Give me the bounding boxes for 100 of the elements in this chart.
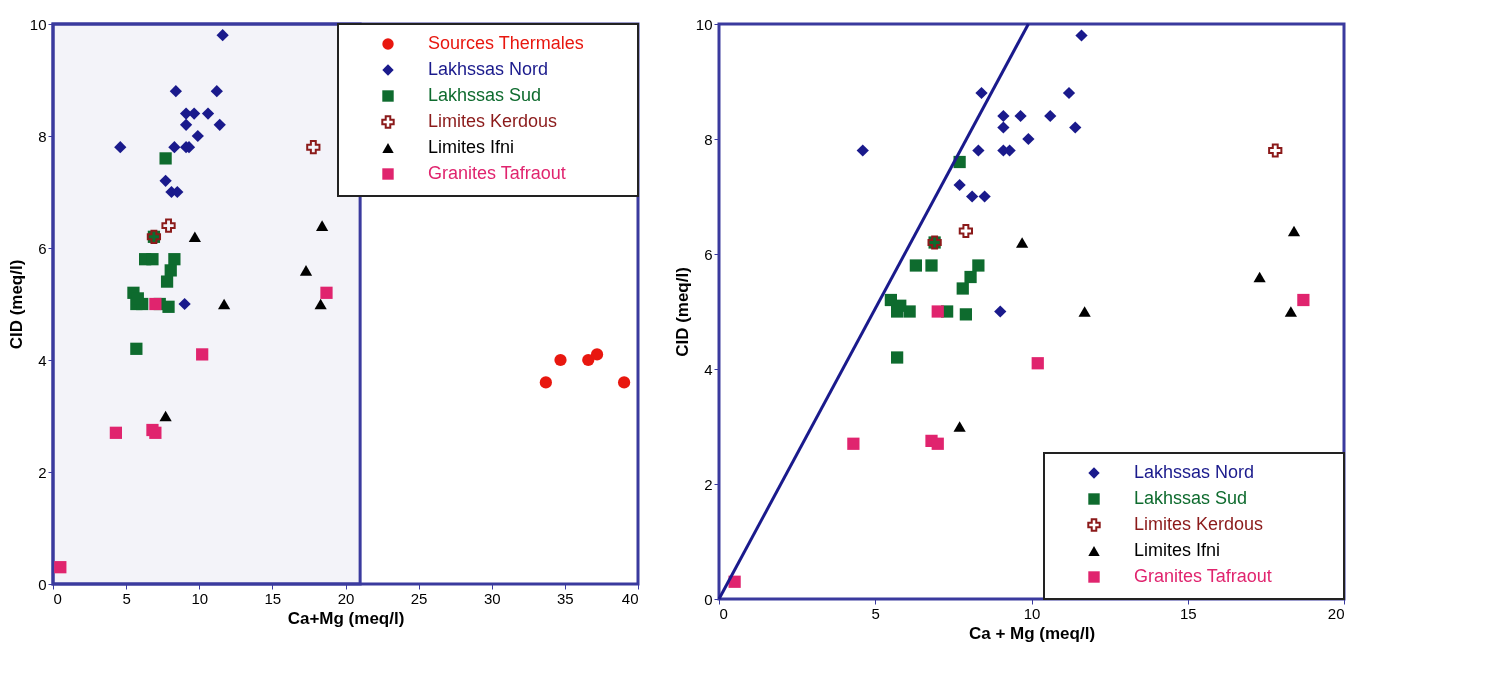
point [994,305,1007,318]
x-tick-label: 40 [621,589,639,607]
x-tick-label: 35 [557,589,574,607]
legend-label: Limites Ifni [428,137,515,157]
point [109,426,123,439]
y-tick-label: 0 [38,575,47,593]
point [909,259,922,272]
point [320,286,333,299]
x-tick-label: 10 [191,589,209,607]
point [953,178,966,192]
point [179,118,193,131]
point [953,421,966,432]
x-tick-label: 25 [410,589,428,607]
point [554,353,567,367]
legend-label: Granites Tafraout [428,163,566,183]
y-tick-label: 10 [29,15,47,33]
point [1022,132,1035,146]
point [196,348,209,361]
point [314,298,327,310]
point [306,140,321,155]
point [168,253,181,266]
point [972,259,985,272]
legend-label: Granites Tafraout [1134,566,1272,586]
point [959,308,972,321]
point [972,144,985,157]
point [213,118,226,131]
point [966,190,979,203]
point [159,410,172,422]
point [847,437,860,450]
point [178,297,191,311]
point [217,298,231,310]
point [162,300,175,313]
point [168,141,181,154]
y-tick-label: 2 [704,475,713,493]
legend-label: Limites Kerdous [428,111,558,131]
x-tick-label: 15 [1179,604,1197,622]
point [114,141,127,154]
point [958,223,973,239]
point [159,152,172,165]
point [931,305,944,318]
point [1268,143,1283,158]
point [188,231,201,243]
x-tick-label: 10 [1023,604,1041,622]
y-axis-title: CID (meq/l) [6,259,26,350]
point [299,265,313,276]
point [539,376,552,389]
y-tick-label: 6 [38,239,47,257]
x-tick-label: 0 [719,604,728,622]
point [582,353,595,367]
point [956,282,969,295]
point [1297,293,1310,307]
legend-label: Lakhssas Nord [1134,462,1255,482]
point [964,270,977,284]
point [1287,225,1301,237]
point [975,86,988,100]
point [617,376,631,389]
point [54,561,67,574]
point [315,220,329,231]
point [1075,29,1088,42]
point [1069,121,1082,134]
y-axis-title: CID (meq/l) [672,267,692,357]
point [1253,271,1266,283]
point [210,85,223,98]
point [925,259,938,272]
x-tick-label: 20 [1327,604,1345,622]
legend-label: Lakhssas Sud [1134,488,1248,508]
x-tick-label: 5 [871,604,880,622]
point [216,29,229,42]
legend-label: Limites Kerdous [1134,514,1264,534]
point [161,218,176,233]
point [1062,86,1076,100]
x-tick-label: 15 [264,589,282,607]
legend-label: Sources Thermales [428,33,584,53]
x-tick-label: 5 [122,589,131,607]
y-tick-label: 8 [704,130,713,148]
point [1078,306,1091,317]
point [1044,109,1057,123]
x-tick-label: 30 [483,589,501,607]
point [978,190,991,203]
point [169,85,182,98]
point [149,297,162,311]
x-axis-title: Ca+Mg (meq/l) [287,608,405,628]
x-axis-title: Ca + Mg (meq/l) [968,623,1096,643]
point [590,348,604,361]
y-tick-label: 8 [38,127,47,145]
y-tick-label: 4 [38,351,47,369]
point [1031,357,1044,370]
y-tick-label: 6 [704,245,713,263]
point [997,121,1010,134]
point [997,109,1010,123]
legend-label: Limites Ifni [1134,540,1221,560]
point [146,253,159,266]
point [160,275,174,288]
y-tick-label: 4 [704,360,713,378]
point [856,144,869,157]
x-tick-label: 20 [337,589,355,607]
y-tick-label: 2 [38,463,47,481]
y-tick-label: 10 [695,15,713,33]
point [130,342,143,355]
point [159,174,172,187]
